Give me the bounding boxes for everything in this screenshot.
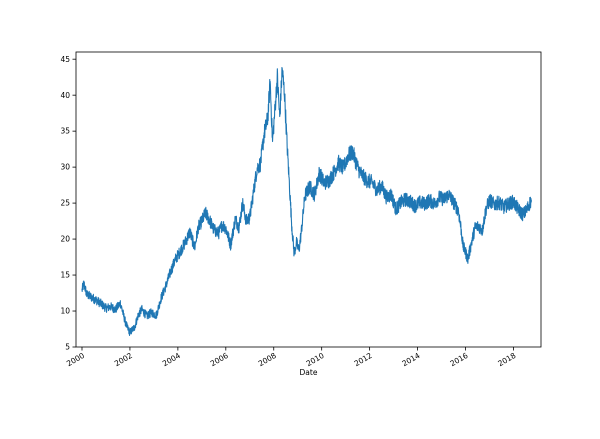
x-tick-label: 2012 — [353, 351, 374, 368]
x-axis-label: Date — [300, 368, 318, 377]
x-tick-label: 2010 — [305, 351, 326, 368]
plot-frame — [75, 51, 542, 348]
y-tick-label: 30 — [60, 163, 70, 172]
x-tick-label: 2018 — [496, 351, 517, 368]
series-line-0 — [81, 66, 532, 336]
y-tick-label: 15 — [60, 271, 70, 280]
y-tick-label: 10 — [60, 307, 70, 316]
y-tick-label: 45 — [60, 55, 70, 64]
x-tick-label: 2004 — [161, 351, 182, 368]
y-tick-label: 20 — [60, 235, 70, 244]
y-tick-label: 35 — [60, 127, 70, 136]
x-tick-label: 2008 — [257, 351, 278, 368]
y-tick-label: 40 — [60, 91, 70, 100]
plot-area — [76, 52, 541, 347]
y-tick-label: 5 — [65, 343, 70, 352]
x-tick-label: 2016 — [448, 351, 469, 368]
x-tick-label: 2000 — [65, 351, 86, 368]
x-tick-label: 2006 — [209, 351, 230, 368]
x-tick-label: 2002 — [113, 351, 134, 368]
x-tick-label: 2014 — [401, 351, 422, 368]
y-tick-label: 25 — [60, 199, 70, 208]
